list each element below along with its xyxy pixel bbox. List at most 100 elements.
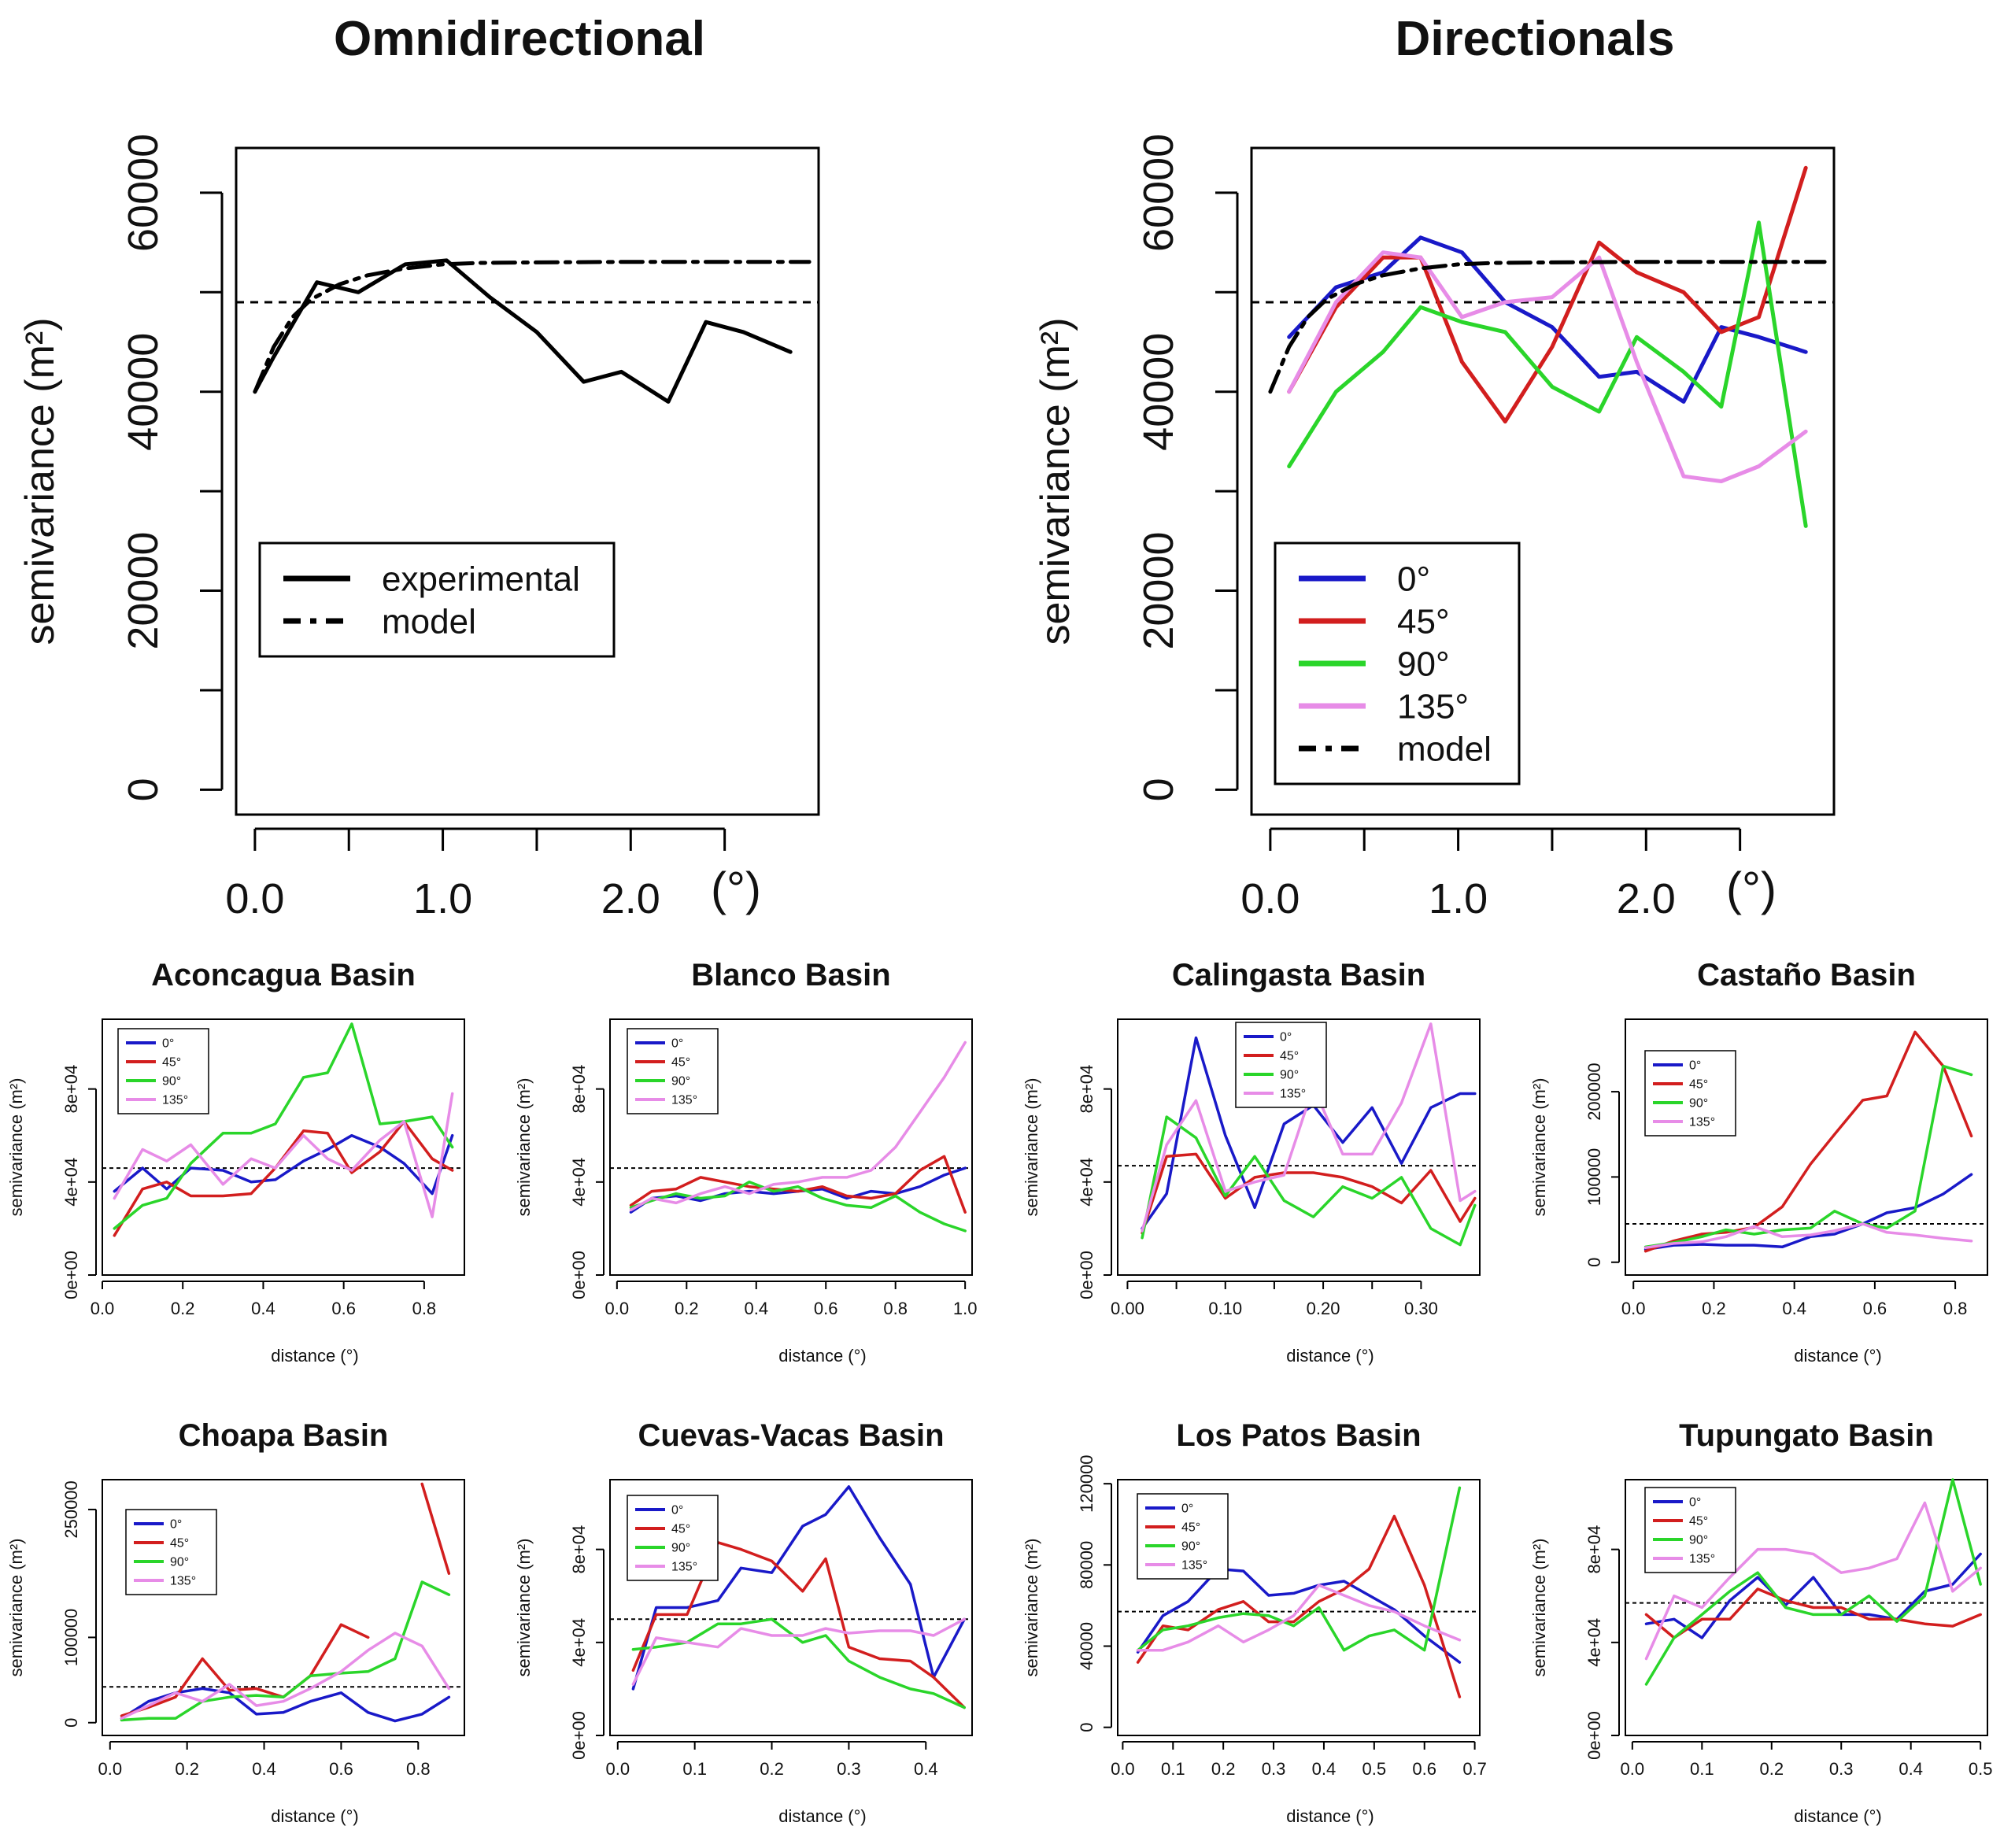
series-line-0: [253, 258, 793, 404]
x-tick-label: 0.0: [1111, 1759, 1135, 1779]
series-line-3: [629, 1040, 967, 1212]
series-line-1: [1643, 1030, 1973, 1253]
x-axis-label: distance (°): [778, 1346, 867, 1366]
x-axis-label-text: distance: [1794, 1806, 1858, 1826]
x-axis-unit: (°): [335, 1346, 359, 1366]
series-line-1: [120, 1623, 370, 1717]
y-tick-label: 200000: [1584, 1063, 1604, 1120]
x-tick-label: 0.5: [1969, 1759, 1993, 1779]
x-axis-unit: (°): [1858, 1806, 1882, 1826]
plot-frame: [1117, 1479, 1481, 1736]
x-tick-label: 0.6: [331, 1299, 356, 1318]
y-tick-label: 8e+04: [1077, 1065, 1096, 1114]
x-axis-label: distance (°): [778, 1806, 867, 1826]
x-tick-label: 2.0: [601, 875, 660, 922]
series-line-3: [1136, 1584, 1462, 1652]
x-axis-unit: (°): [843, 1346, 867, 1366]
x-tick-label: 0.0: [605, 1299, 630, 1318]
legend-label: 0°: [170, 1518, 182, 1532]
y-tick-label: 8e+04: [569, 1065, 589, 1114]
chart-title: Blanco Basin: [691, 958, 890, 992]
y-tick-label: 4e+04: [1077, 1158, 1096, 1207]
legend-label: 0°: [1689, 1496, 1701, 1510]
y-tick-label: 0e+00: [569, 1711, 589, 1760]
chart-title: Tupungato Basin: [1679, 1418, 1934, 1453]
series-line-3: [120, 1632, 451, 1720]
series-line-4: [1268, 260, 1827, 394]
y-axis-label: semivariance (m²): [6, 1077, 26, 1216]
series-line-2: [113, 1022, 454, 1230]
legend-label: 135°: [162, 1094, 188, 1107]
x-tick-label: 0.4: [1899, 1759, 1923, 1779]
legend-label: 90°: [671, 1542, 690, 1555]
y-tick-label: 8e+04: [61, 1065, 81, 1114]
x-axis-label: distance (°): [1794, 1346, 1882, 1366]
legend-label: 135°: [671, 1094, 697, 1107]
x-axis-unit-label: (°): [711, 863, 761, 915]
series-line-2: [1643, 1064, 1973, 1249]
x-tick-label: 0.3: [837, 1759, 861, 1779]
legend-label: 0°: [671, 1504, 683, 1517]
x-axis-label-text: distance: [271, 1346, 335, 1366]
x-tick-label: 0.4: [914, 1759, 938, 1779]
series-line-0: [1136, 1567, 1462, 1664]
legend-label: 90°: [1689, 1534, 1708, 1547]
y-axis-label-text: semivariance: [1022, 1575, 1041, 1677]
series-line-1: [631, 1541, 966, 1709]
plot-frame: [609, 1479, 973, 1736]
x-axis-label: distance (°): [1794, 1806, 1882, 1826]
x-tick-label: 0.4: [1782, 1299, 1806, 1318]
y-tick-label: 250000: [61, 1480, 81, 1538]
legend-label: 135°: [1397, 687, 1469, 726]
series-line-0: [120, 1687, 451, 1723]
chart-title: Directionals: [1396, 12, 1675, 66]
aconcagua-basin-chart: Aconcagua Basin 0.0 0.2 0.4 0.6 0.8 0e+00 4e+04…: [6, 958, 465, 1366]
y-axis-label-text: semivariance: [6, 1575, 26, 1677]
y-tick-label: 0: [120, 778, 167, 801]
x-tick-label: 0.2: [1211, 1759, 1236, 1779]
x-tick-label: 0.4: [744, 1299, 768, 1318]
x-tick-label: 0.0: [91, 1299, 115, 1318]
y-axis-label: semivariance (m²): [1529, 1538, 1549, 1676]
legend-label: 90°: [170, 1556, 189, 1569]
y-axis-unit: (m²): [6, 1077, 26, 1114]
calingasta-basin-chart: Calingasta Basin 0.00 0.10 0.20 0.30 0e+00 4e+…: [1022, 958, 1481, 1366]
x-tick-label: 0.8: [1943, 1299, 1968, 1318]
legend-label: 135°: [1689, 1116, 1715, 1129]
legend-label: 45°: [170, 1537, 189, 1550]
x-tick-label: 0.8: [412, 1299, 437, 1318]
x-axis-label-text: distance: [1286, 1806, 1351, 1826]
y-tick-label: 0: [1077, 1723, 1096, 1732]
legend-label: 135°: [170, 1575, 196, 1588]
y-tick-label: 0e+00: [1584, 1711, 1604, 1760]
series-line-1: [1644, 1587, 1982, 1639]
y-tick-label: 0e+00: [569, 1251, 589, 1299]
x-tick-label: 0.2: [760, 1759, 784, 1779]
y-tick-label: 0: [1135, 778, 1182, 801]
plot-frame: [1117, 1018, 1481, 1276]
x-tick-label: 0.4: [251, 1299, 275, 1318]
plot-frame: [235, 146, 820, 816]
plot-frame: [102, 1479, 465, 1736]
x-axis-unit-label: (°): [1726, 863, 1777, 915]
legend-label: 90°: [1689, 1097, 1708, 1111]
legend-label: 90°: [1181, 1540, 1200, 1554]
y-axis-label: semivariance (m²): [1529, 1077, 1549, 1216]
series-line-2: [120, 1580, 451, 1722]
x-tick-label: 1.0: [413, 875, 472, 922]
legend-label: 45°: [1181, 1521, 1200, 1535]
series-line-1: [1136, 1514, 1462, 1698]
legend-label: model: [382, 602, 476, 641]
y-axis-label-text: semivariance: [1022, 1114, 1041, 1217]
y-axis-unit: (m²): [1529, 1077, 1549, 1114]
x-axis-unit: (°): [843, 1806, 867, 1826]
legend-label: 0°: [1397, 560, 1430, 598]
x-tick-label: 0.0: [1621, 1299, 1646, 1318]
legend-label: 45°: [671, 1056, 690, 1070]
x-tick-label: 0.2: [1759, 1759, 1784, 1779]
y-tick-label: 4e+04: [1584, 1618, 1604, 1667]
x-tick-label: 0.30: [1404, 1299, 1438, 1318]
cuevas-vacas-basin-chart: Cuevas-Vacas Basin 0.0 0.1 0.2 0.3 0.4 0e+00 4e…: [514, 1418, 973, 1826]
series-line-3: [113, 1092, 454, 1218]
chart-title: Los Patos Basin: [1176, 1418, 1421, 1453]
